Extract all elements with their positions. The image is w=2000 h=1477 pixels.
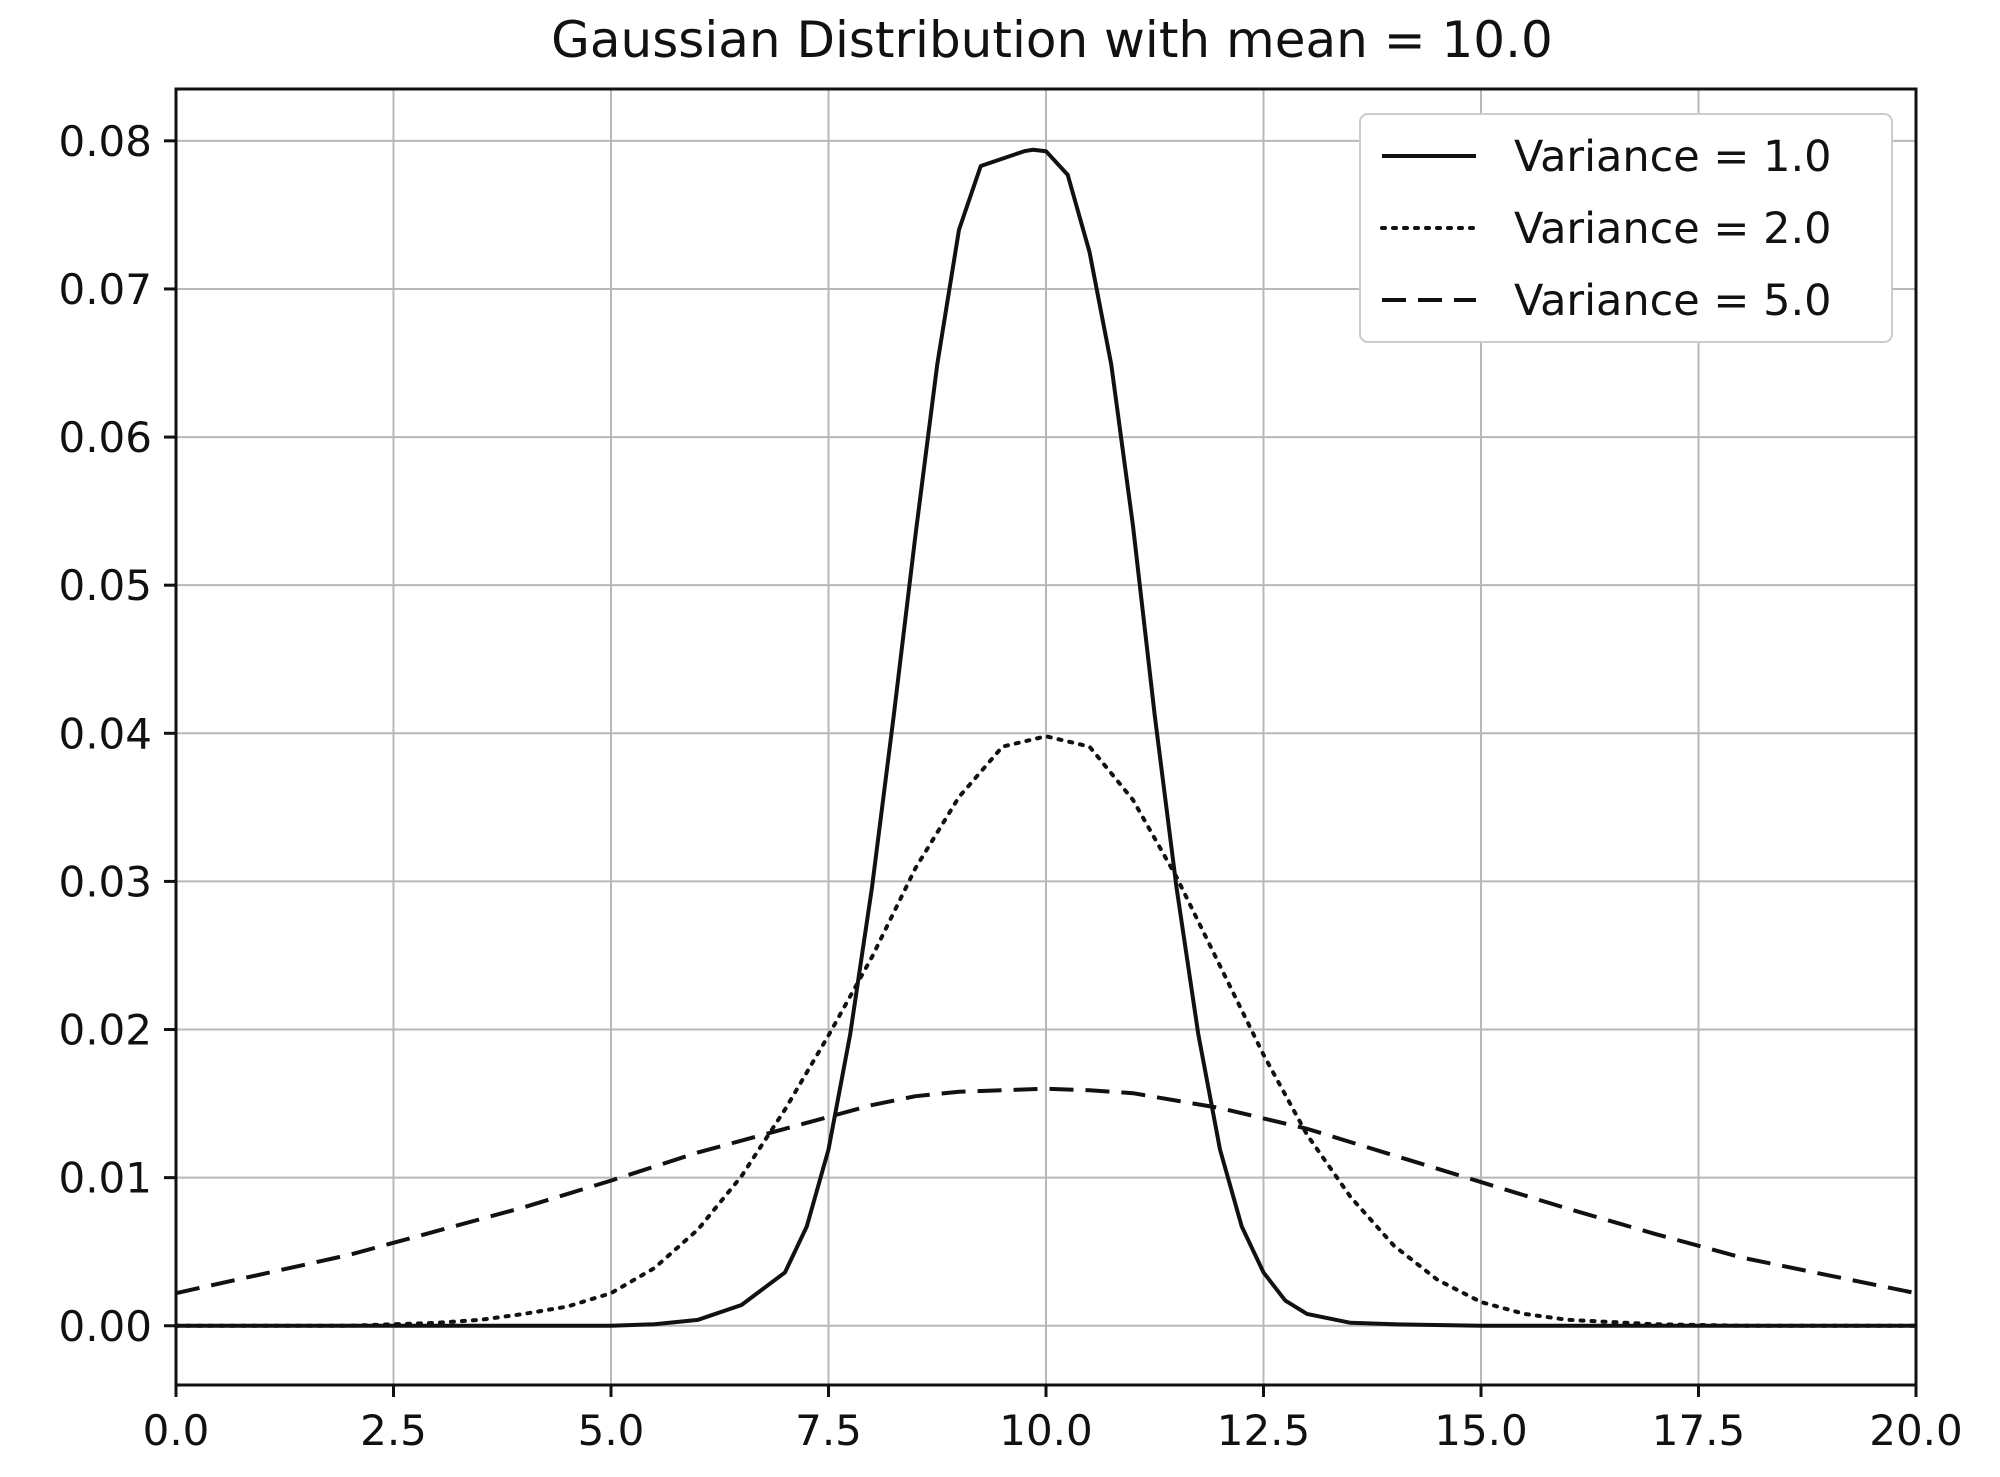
y-tick-label: 0.00 — [58, 1302, 152, 1351]
y-tick-label: 0.04 — [58, 709, 152, 758]
x-tick-label: 12.5 — [1217, 1406, 1311, 1455]
legend-label-2: Variance = 2.0 — [1514, 204, 1832, 254]
y-tick-label: 0.01 — [58, 1154, 152, 1203]
x-tick-label: 2.5 — [360, 1406, 427, 1455]
legend: Variance = 1.0 Variance = 2.0 Variance = 5… — [1359, 113, 1893, 343]
chart-title: Gaussian Distribution with mean = 10.0 — [551, 11, 1553, 69]
y-tick-label: 0.08 — [58, 117, 152, 166]
x-tick-label: 0.0 — [143, 1406, 210, 1455]
y-tick-label: 0.07 — [58, 265, 152, 314]
y-tick-label: 0.02 — [58, 1006, 152, 1055]
legend-label-1: Variance = 1.0 — [1514, 132, 1832, 182]
series-lines — [174, 147, 1918, 1328]
x-tick-label: 5.0 — [578, 1406, 645, 1455]
legend-label-3: Variance = 5.0 — [1514, 276, 1832, 326]
series-line-2 — [174, 734, 1918, 1328]
x-tick-label: 17.5 — [1652, 1406, 1746, 1455]
y-tick-label: 0.05 — [58, 561, 152, 610]
series-line-1 — [176, 147, 1916, 1328]
x-tick-label: 15.0 — [1434, 1406, 1528, 1455]
y-tick-label: 0.03 — [58, 857, 152, 906]
legend-box — [1359, 113, 1893, 343]
x-tick-label: 20.0 — [1869, 1406, 1963, 1455]
x-tick-label: 7.5 — [795, 1406, 862, 1455]
y-tick-label: 0.06 — [58, 413, 152, 462]
axes: 0.0 2.5 5.0 7.5 10.0 12.5 15.0 17.5 20.0 0.00 0.01… — [58, 117, 1962, 1455]
x-tick-label: 10.0 — [999, 1406, 1093, 1455]
